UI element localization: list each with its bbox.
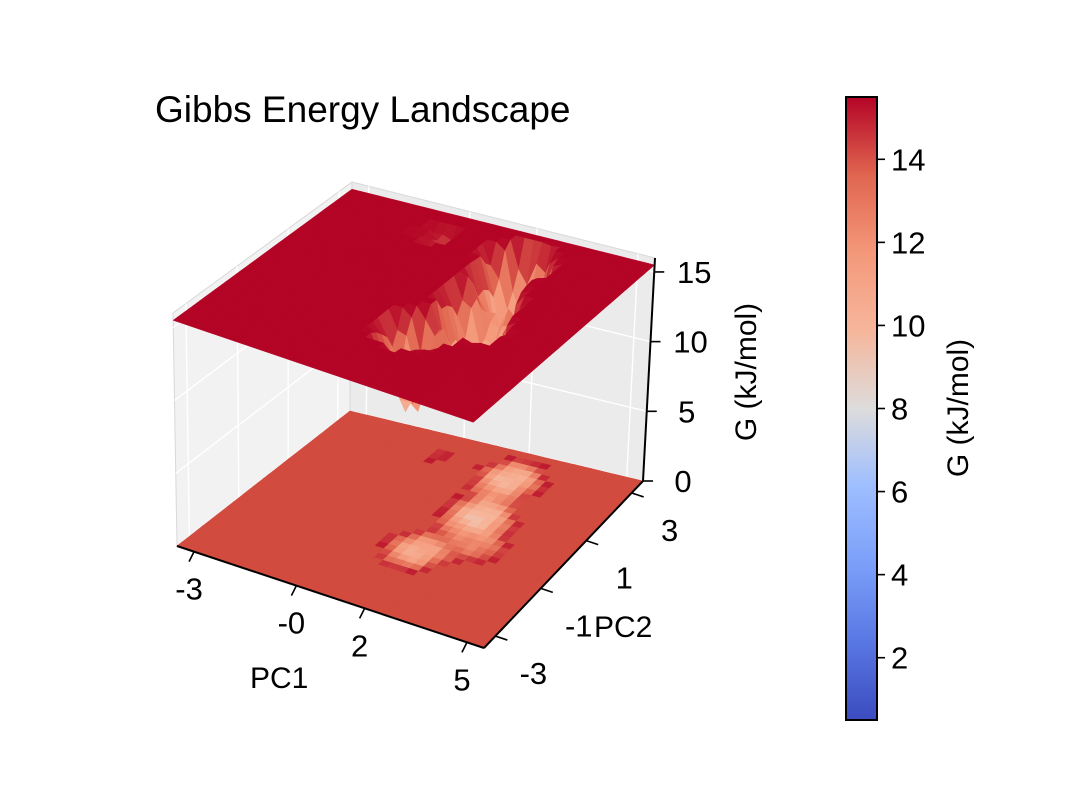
colorbar-tick-label: 14 (891, 142, 925, 177)
colorbar-tick-label: 12 (891, 225, 925, 260)
y-tick-mark (495, 635, 508, 641)
colorbar-label: G (kJ/mol) (942, 339, 975, 477)
y-tick-mark (631, 492, 644, 498)
x-tick-mark (358, 607, 366, 619)
energy-surface (172, 188, 656, 423)
z-axis-line (642, 257, 656, 482)
y-tick-mark (585, 539, 599, 546)
colorbar-tick-label: 10 (891, 308, 925, 343)
y-tick-label: -3 (520, 656, 548, 691)
y-tick-label: 3 (661, 513, 678, 548)
x-axis-line (176, 545, 485, 649)
x-axis-label: PC1 (250, 662, 308, 695)
floor-contour (176, 410, 644, 649)
y-tick-label: -1 (565, 608, 593, 643)
y-axis-label: PC2 (594, 611, 652, 644)
x-tick-mark (188, 551, 195, 563)
z-tick-label: 10 (673, 325, 707, 360)
colorbar-gradient (845, 96, 878, 721)
x-tick-mark (461, 641, 468, 653)
y-axis-ticks: -3 -1 13 (495, 492, 678, 691)
colorbar-tick-label: 2 (891, 641, 908, 676)
x-tick-label: 5 (453, 662, 470, 697)
x-axis-ticks: -3 -0 2 5 (175, 551, 471, 697)
x-tick-mark (290, 585, 298, 597)
y-tick-mark (540, 587, 554, 594)
axis-lines (176, 257, 656, 649)
colorbar-tick-label: 6 (891, 475, 908, 510)
z-axis-label: G (kJ/mol) (730, 303, 763, 441)
x-tick-label: -0 (278, 606, 306, 641)
colorbar-tick-label: 4 (891, 558, 908, 593)
z-tick-label: 5 (678, 394, 695, 429)
colorbar-tick-label: 8 (891, 392, 908, 427)
grid-line-x (626, 253, 639, 478)
colorbar: 2 4 6 8 10 12 14 G (kJ/mol) (845, 96, 975, 721)
x-tick-label: -3 (175, 572, 203, 607)
z-tick-label: 0 (674, 464, 691, 499)
z-tick-label: 15 (677, 255, 711, 290)
y-axis-line (483, 480, 644, 649)
colorbar-ticks: 2 4 6 8 10 12 14 (877, 142, 925, 676)
z-axis-ticks: 0 5 10 15 (643, 255, 711, 499)
y-tick-label: 1 (616, 561, 633, 596)
x-tick-label: 2 (351, 628, 368, 663)
surface-patch (464, 414, 480, 423)
chart-title: Gibbs Energy Landscape (155, 89, 571, 130)
grid-line-y (185, 303, 191, 537)
